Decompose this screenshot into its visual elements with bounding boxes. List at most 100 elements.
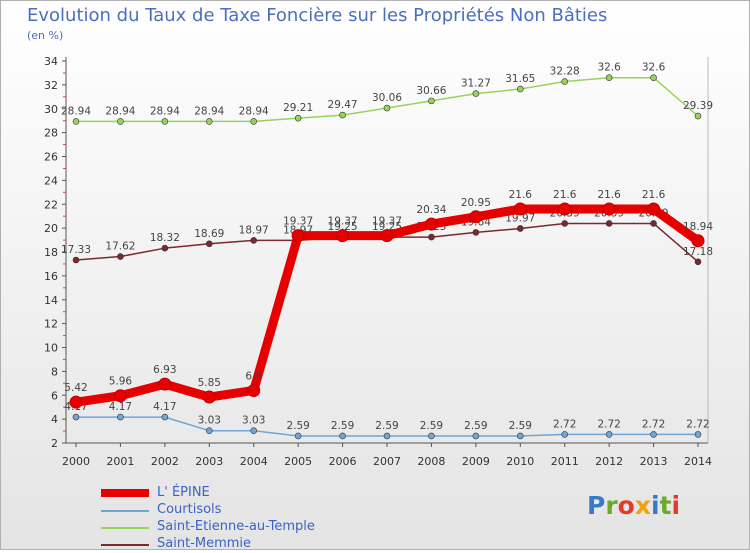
data-point bbox=[72, 118, 80, 125]
data-point bbox=[469, 210, 483, 224]
data-point bbox=[291, 229, 305, 243]
data-label: 31.65 bbox=[505, 73, 535, 85]
data-label: 31.27 bbox=[461, 78, 491, 90]
legend-swatch-courtisols bbox=[101, 510, 149, 512]
data-label: 30.66 bbox=[416, 85, 446, 97]
data-label: 29.21 bbox=[283, 102, 313, 114]
data-point bbox=[247, 383, 261, 397]
data-point bbox=[428, 233, 435, 241]
x-tick-label: 2011 bbox=[551, 455, 579, 468]
data-point bbox=[161, 244, 169, 252]
data-point bbox=[113, 389, 127, 403]
data-point bbox=[602, 202, 616, 216]
data-label: 19.37 bbox=[283, 216, 313, 228]
data-point bbox=[694, 431, 702, 438]
data-point bbox=[561, 220, 569, 227]
data-point bbox=[558, 202, 572, 216]
data-point bbox=[294, 114, 302, 122]
data-point bbox=[117, 253, 124, 260]
data-label: 17.18 bbox=[683, 246, 713, 258]
data-point bbox=[250, 237, 258, 244]
data-point bbox=[339, 432, 346, 440]
data-label: 32.6 bbox=[597, 62, 621, 74]
data-point bbox=[380, 229, 394, 243]
y-tick-label: 8 bbox=[51, 365, 58, 378]
data-point bbox=[202, 390, 216, 404]
legend-swatch-saint-etienne bbox=[101, 527, 149, 529]
x-tick-label: 2009 bbox=[462, 455, 490, 468]
y-tick-label: 20 bbox=[44, 222, 58, 235]
data-point bbox=[117, 118, 124, 125]
y-tick-label: 32 bbox=[44, 79, 58, 92]
data-label: 2.72 bbox=[642, 418, 665, 430]
data-point bbox=[72, 413, 80, 421]
logo-letter: i bbox=[651, 491, 660, 520]
data-label: 3.03 bbox=[242, 415, 265, 427]
data-point bbox=[650, 220, 657, 227]
x-tick-label: 2003 bbox=[195, 455, 223, 468]
data-label: 18.69 bbox=[194, 228, 224, 240]
y-tick-label: 6 bbox=[51, 389, 58, 402]
chart-title: Evolution du Taux de Taxe Foncière sur l… bbox=[27, 5, 608, 26]
y-tick-label: 28 bbox=[44, 127, 58, 140]
data-label: 19.25 bbox=[328, 221, 358, 233]
x-tick-label: 2000 bbox=[62, 455, 90, 468]
y-tick-label: 2 bbox=[51, 437, 58, 450]
x-tick-label: 2012 bbox=[595, 455, 623, 468]
x-tick-label: 2007 bbox=[373, 455, 401, 468]
data-label: 18.97 bbox=[239, 224, 269, 236]
data-point bbox=[605, 220, 613, 227]
data-label: 5.42 bbox=[64, 382, 87, 394]
data-label: 4.17 bbox=[153, 401, 176, 413]
x-tick-label: 2006 bbox=[329, 455, 357, 468]
y-tick-label: 16 bbox=[44, 270, 58, 283]
data-point bbox=[513, 202, 527, 216]
logo-letter: t bbox=[659, 491, 672, 520]
data-point bbox=[339, 111, 346, 119]
data-point bbox=[294, 432, 302, 440]
y-tick-label: 14 bbox=[44, 294, 58, 307]
data-label: 4.17 bbox=[109, 401, 132, 413]
data-point bbox=[117, 413, 124, 421]
data-label: 30.06 bbox=[372, 92, 402, 104]
data-label: 21.6 bbox=[642, 189, 666, 201]
data-point bbox=[428, 432, 435, 440]
data-label: 21.6 bbox=[553, 189, 577, 201]
y-tick-label: 34 bbox=[44, 55, 58, 68]
data-point bbox=[694, 258, 702, 266]
legend-label-saint-etienne: Saint-Etienne-au-Temple bbox=[157, 519, 315, 534]
data-point bbox=[161, 413, 169, 421]
data-point bbox=[383, 104, 391, 112]
data-point bbox=[336, 229, 350, 243]
data-label: 19.37 bbox=[372, 216, 402, 228]
logo-letter: r bbox=[605, 491, 618, 520]
data-point bbox=[691, 234, 705, 248]
data-label: 29.39 bbox=[683, 100, 713, 112]
data-label: 5.85 bbox=[198, 377, 221, 389]
data-label: 2.72 bbox=[686, 418, 709, 430]
logo-letter: x bbox=[634, 491, 651, 520]
data-label: 29.47 bbox=[328, 99, 358, 111]
data-point bbox=[605, 431, 613, 438]
data-label: 28.94 bbox=[150, 105, 180, 117]
legend-label-saint-memmie: Saint-Memmie bbox=[157, 536, 252, 551]
data-label: 21.6 bbox=[597, 189, 621, 201]
x-tick-label: 2005 bbox=[284, 455, 312, 468]
data-label: 18.94 bbox=[683, 221, 713, 233]
data-label: 17.33 bbox=[61, 244, 91, 256]
y-tick-label: 10 bbox=[44, 342, 58, 355]
data-label: 19.97 bbox=[505, 212, 535, 224]
data-point bbox=[516, 225, 524, 232]
data-label: 32.6 bbox=[642, 62, 666, 74]
data-label: 19.37 bbox=[328, 216, 358, 228]
data-label: 2.59 bbox=[509, 420, 532, 432]
y-tick-label: 12 bbox=[44, 318, 58, 331]
data-point bbox=[647, 202, 661, 216]
data-label: 2.59 bbox=[331, 420, 354, 432]
logo-letter: P bbox=[587, 491, 606, 520]
data-point bbox=[650, 74, 657, 82]
y-tick-label: 4 bbox=[51, 413, 58, 426]
data-label: 6.4 bbox=[245, 370, 262, 382]
